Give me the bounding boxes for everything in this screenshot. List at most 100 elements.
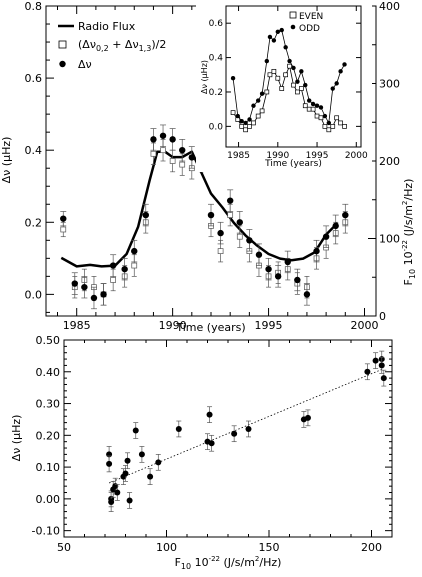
inset-data — [230, 27, 347, 133]
scatter-point — [380, 375, 387, 382]
scatter-data — [106, 350, 387, 512]
odd-point — [299, 69, 304, 74]
average-splitting-point — [60, 226, 67, 233]
inset-x-tick-label: 1995 — [306, 151, 329, 161]
average-splitting-point — [169, 158, 176, 164]
scatter-y-tick-label: 0.20 — [36, 429, 61, 442]
legend-odd-label: ODD — [299, 24, 320, 34]
legend-average-sub2: 1,3 — [139, 44, 152, 53]
legend-delta-nu-symbol — [59, 60, 66, 68]
top-x-tick-label: 1990 — [159, 319, 187, 332]
scatter-plot-frame — [63, 339, 393, 538]
even-point — [342, 124, 347, 129]
odd-point — [279, 27, 284, 33]
delta-nu-point — [150, 136, 157, 143]
delta-nu-point — [236, 219, 243, 226]
scatter-x-tick-label: 50 — [57, 541, 71, 554]
scatter-point — [138, 451, 145, 458]
odd-point — [326, 120, 332, 126]
delta-nu-point — [294, 276, 301, 284]
scatter-point — [245, 425, 252, 432]
average-splitting-point — [217, 248, 224, 254]
average-splitting-point — [236, 233, 243, 240]
top-y2-tick-label: 200 — [379, 155, 400, 168]
scatter-point — [106, 460, 113, 467]
scatter-ticks: 50 100 150 200 -0.10 0.00 0.10 0.20 0.30 0.40 0.50 — [32, 334, 393, 554]
right-axis-label-power: 10 — [402, 251, 415, 269]
odd-point — [239, 119, 244, 124]
top-y2-tick-label: 0 — [379, 310, 386, 323]
delta-nu-point — [159, 132, 167, 139]
scatter-point — [155, 459, 162, 466]
right-axis-label-hz: /Hz) — [402, 179, 415, 201]
scatter-y-tick-label: 0.10 — [36, 461, 61, 474]
legend-radio-flux-label: Radio Flux — [78, 20, 136, 33]
scatter-y-tick-label: 0.50 — [36, 334, 61, 347]
top-x-tick-label: 1985 — [63, 319, 91, 332]
fit-line — [108, 368, 384, 484]
even-point — [306, 106, 312, 112]
right-axis-label-sub: 10 — [408, 269, 417, 279]
average-splitting-point — [150, 150, 157, 157]
average-splitting-point — [179, 161, 186, 168]
top-y2-tick-label: 300 — [379, 78, 400, 91]
odd-point — [295, 79, 300, 84]
inset-x-tick-label: 1990 — [266, 151, 289, 161]
scatter-point — [175, 425, 182, 432]
legend-odd-symbol — [290, 24, 296, 30]
right-axis-label-f: F — [402, 279, 415, 285]
top-y-tick-label: 0.8 — [25, 0, 43, 13]
top-x-tick-label: 2000 — [350, 319, 378, 332]
delta-nu-point — [322, 233, 330, 240]
scatter-x-label-f: F — [175, 556, 181, 569]
even-point — [283, 72, 289, 78]
delta-nu-point — [60, 215, 67, 222]
odd-point — [247, 117, 252, 122]
odd-point — [243, 120, 248, 126]
odd-point — [264, 58, 270, 64]
inset-panel: 1985 1990 1995 2000 0.0 0.2 0.4 0.6 Time (years… — [196, 4, 372, 172]
delta-nu-point — [81, 283, 88, 291]
inset-ticks: 1985 1990 1995 2000 0.0 0.2 0.4 0.6 — [209, 6, 368, 161]
scatter-panel: 50 100 150 200 -0.10 0.00 0.10 0.20 0.30 0.40 0.50… — [10, 334, 393, 571]
inset-legend: EVEN ODD — [289, 11, 323, 34]
legend-delta-nu-label: Δν — [78, 58, 92, 71]
odd-point — [267, 34, 273, 40]
even-point — [259, 108, 265, 114]
top-x-axis-label: Time (years) — [175, 321, 245, 334]
inset-plot-frame — [225, 5, 362, 148]
even-point — [275, 75, 281, 81]
scatter-point — [147, 473, 154, 480]
top-y-tick-label: 0.0 — [25, 288, 43, 301]
inset-x-tick-label: 1985 — [227, 151, 250, 161]
scatter-y-tick-label: 0.00 — [36, 493, 61, 506]
delta-nu-point — [169, 136, 176, 143]
delta-nu-point — [274, 273, 282, 280]
odd-point — [235, 113, 240, 119]
scatter-y-tick-label: 0.30 — [36, 398, 61, 411]
odd-point — [338, 69, 343, 74]
odd-point — [271, 38, 277, 43]
scatter-y-axis-label: Δν (μHz) — [10, 415, 23, 462]
even-point — [251, 120, 256, 126]
top-panel: 1985 1990 1995 2000 0.0 0.2 0.4 0.6 0.8 0 100 200 30… — [0, 0, 417, 334]
scatter-x-label-units: (J/s/m — [220, 556, 255, 569]
inset-y-tick-label: 0.2 — [209, 88, 223, 98]
delta-nu-point — [207, 211, 215, 219]
even-point — [330, 124, 336, 129]
scatter-x-label-sq: 2 — [255, 555, 259, 563]
odd-point — [314, 103, 320, 108]
delta-nu-point — [246, 237, 253, 244]
delta-nu-point — [303, 291, 311, 298]
delta-nu-point — [142, 211, 149, 219]
scatter-point — [378, 362, 385, 369]
odd-point — [259, 91, 265, 96]
odd-point — [318, 105, 324, 110]
odd-point — [255, 98, 261, 103]
even-point — [243, 127, 248, 133]
inset-y-tick-label: 0.0 — [209, 122, 224, 132]
odd-point — [306, 98, 312, 103]
even-point — [338, 120, 343, 126]
even-point — [239, 124, 245, 129]
even-point — [267, 72, 273, 78]
